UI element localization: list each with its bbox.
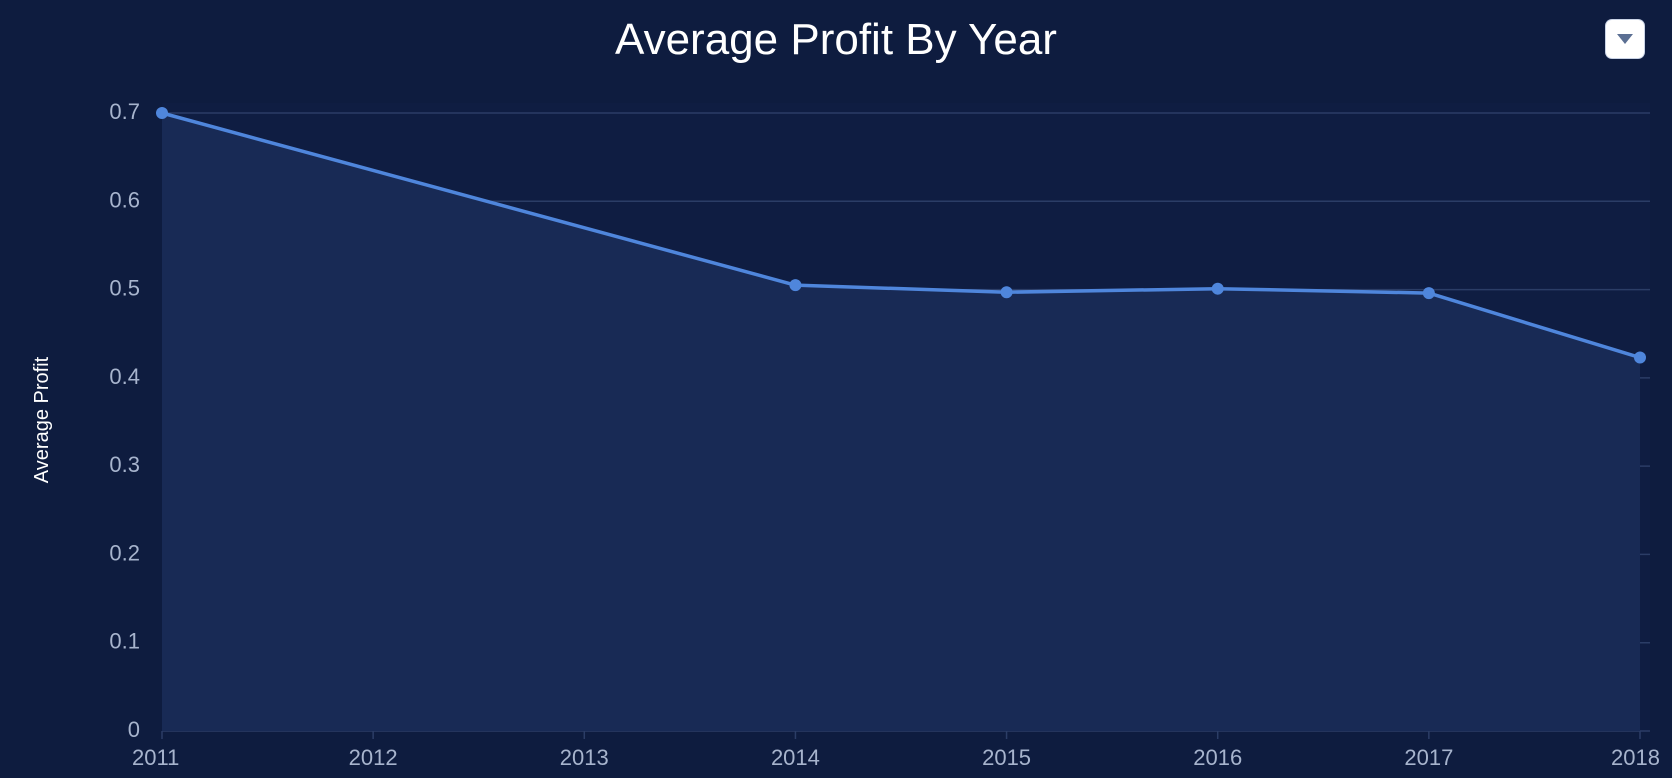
series-line	[161, 111, 1641, 360]
y-tick-label: 0.6	[109, 187, 140, 212]
data-point[interactable]	[156, 107, 168, 119]
y-tick-label: 0.3	[109, 452, 140, 477]
data-point[interactable]	[1422, 287, 1435, 300]
data-point[interactable]	[1634, 351, 1646, 364]
y-axis-ticks: 0 0.1 0.2 0.3 0.4 0.5 0.6 0.7	[109, 99, 140, 742]
y-tick-label: 0.7	[109, 99, 140, 124]
y-tick-label: 0	[128, 717, 140, 742]
data-points	[156, 107, 1646, 364]
chart-title: Average Profit By Year	[615, 15, 1057, 64]
chevron-down-icon	[1617, 34, 1633, 44]
x-tick-label: 2013	[560, 745, 609, 770]
y-axis-label: Average Profit	[31, 356, 53, 483]
series-line-path	[161, 111, 1641, 360]
chart-menu-button[interactable]	[1606, 20, 1644, 58]
x-axis-ticks: 2011 2012 2013 2014 2015 2016 2017 2018	[132, 731, 1660, 770]
x-tick-label: 2015	[982, 745, 1031, 770]
x-tick-label: 2016	[1193, 745, 1242, 770]
x-tick-label: 2018	[1611, 745, 1660, 770]
x-tick-label: 2017	[1404, 745, 1453, 770]
data-point[interactable]	[1000, 286, 1013, 299]
y-tick-label: 0.2	[109, 540, 140, 565]
y-tick-label: 0.5	[109, 276, 140, 301]
y-tick-label: 0.4	[109, 364, 140, 389]
data-point[interactable]	[789, 279, 802, 292]
x-tick-label: 2014	[771, 745, 820, 770]
area-fill	[162, 113, 1640, 731]
x-tick-label: 2011	[132, 745, 179, 770]
series-area	[162, 113, 1640, 731]
x-tick-label: 2012	[349, 745, 398, 770]
y-tick-label: 0.1	[109, 629, 140, 654]
data-point[interactable]	[1211, 282, 1224, 295]
